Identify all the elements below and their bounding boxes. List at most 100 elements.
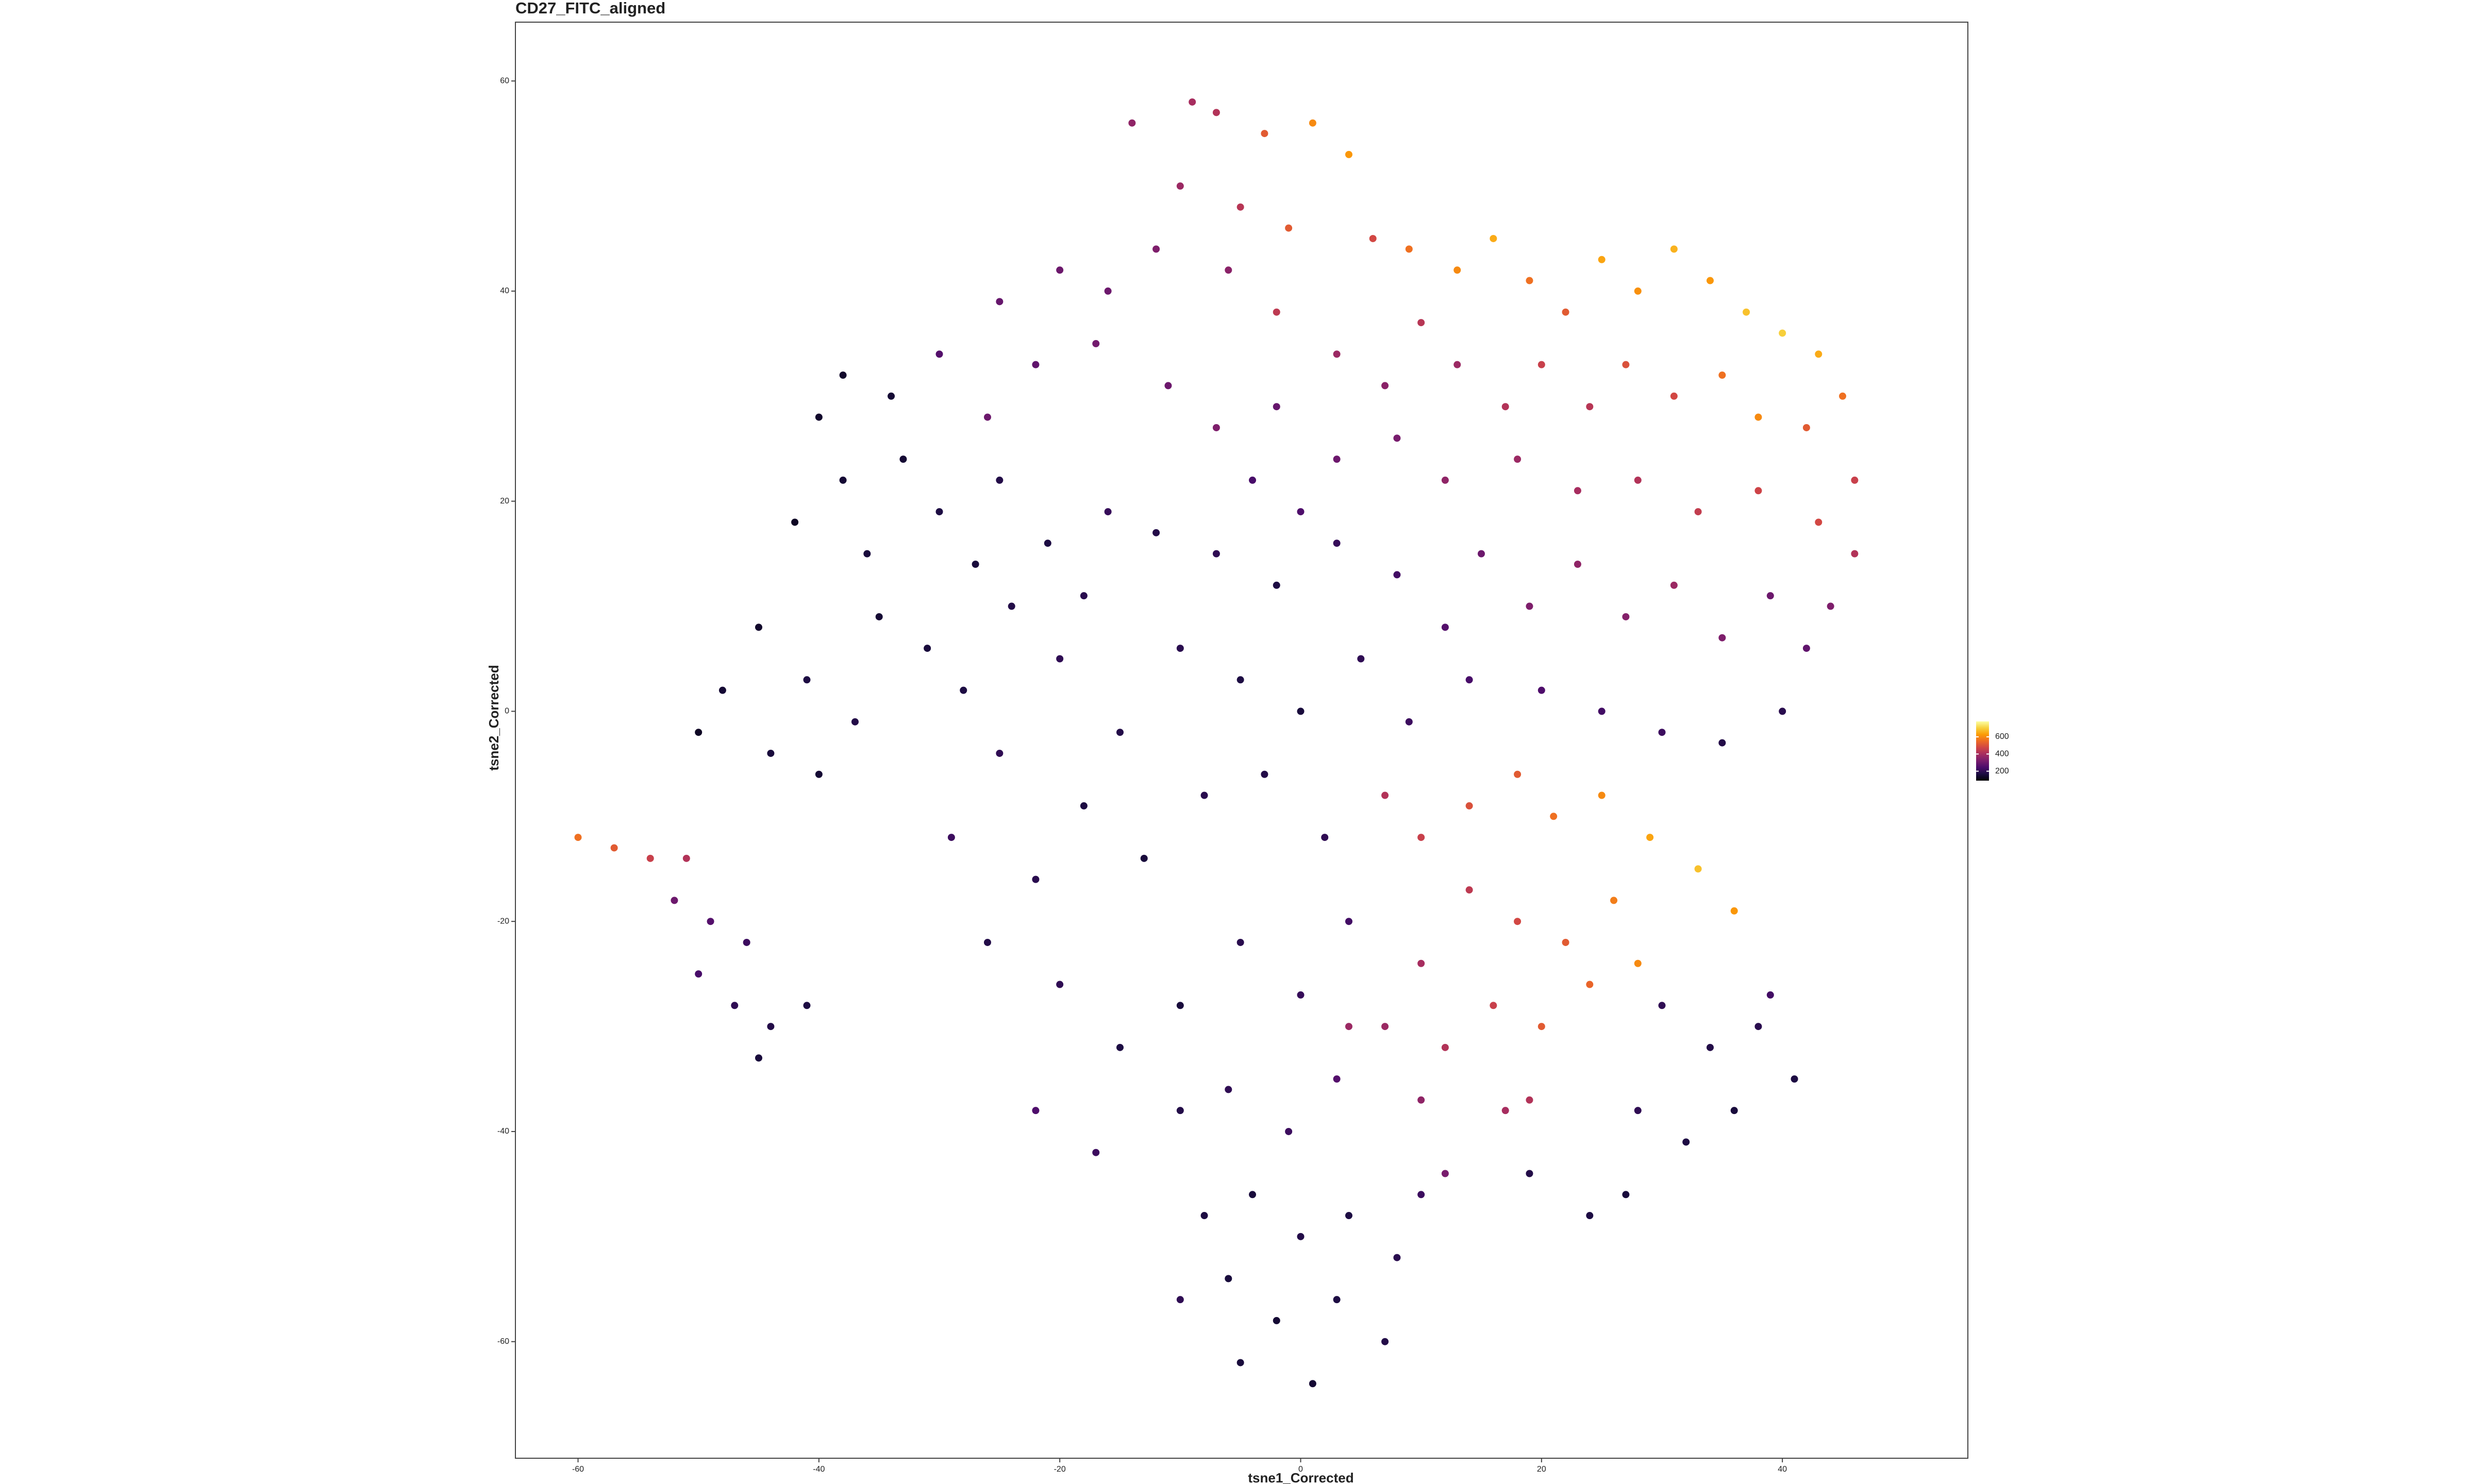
point — [983, 413, 991, 421]
point — [1754, 413, 1762, 421]
point — [1417, 834, 1425, 841]
x-axis-title: tsne1_Corrected — [1248, 1470, 1353, 1484]
point — [1706, 1043, 1714, 1051]
point — [767, 1023, 775, 1031]
point — [1152, 245, 1160, 253]
y-tick-label: -40 — [497, 1127, 509, 1136]
point — [996, 298, 1004, 306]
point — [1694, 865, 1702, 873]
y-tick-label: 0 — [505, 707, 509, 716]
y-tick-label: 60 — [500, 76, 509, 85]
point — [1176, 645, 1184, 652]
x-tick-label: 40 — [1778, 1465, 1787, 1474]
point — [1249, 1191, 1257, 1199]
point — [1453, 361, 1461, 368]
point — [1116, 729, 1124, 736]
point — [1598, 707, 1606, 715]
point — [767, 749, 775, 757]
point — [1333, 456, 1341, 463]
point — [1730, 907, 1738, 915]
point — [1670, 392, 1678, 400]
points — [574, 98, 1859, 1388]
point — [1044, 539, 1051, 547]
point — [1176, 1296, 1184, 1304]
point — [1670, 581, 1678, 589]
point — [1802, 645, 1810, 652]
point — [1586, 403, 1594, 411]
point — [947, 834, 955, 841]
y-tick-label: -60 — [497, 1337, 509, 1346]
point — [1381, 1023, 1389, 1031]
colorbar-tick-label: 400 — [1995, 750, 2009, 758]
point — [1754, 1023, 1762, 1031]
point — [1297, 707, 1305, 715]
point — [1080, 802, 1088, 810]
point — [1261, 130, 1268, 138]
colorbar-tick-label: 600 — [1995, 732, 2009, 741]
point — [1441, 1170, 1449, 1177]
point — [1417, 1191, 1425, 1199]
point — [1622, 361, 1630, 368]
point — [839, 476, 847, 484]
point — [1357, 655, 1365, 663]
point — [1526, 1096, 1533, 1104]
point — [1381, 1338, 1389, 1345]
point — [1236, 938, 1244, 946]
point — [1441, 1043, 1449, 1051]
point — [1176, 1002, 1184, 1009]
point — [1393, 571, 1401, 579]
point — [1815, 350, 1823, 358]
point — [707, 918, 714, 925]
point — [1646, 834, 1654, 841]
point — [1779, 329, 1786, 337]
point — [1333, 1296, 1341, 1304]
point — [1802, 424, 1810, 431]
point — [743, 938, 750, 946]
point — [1225, 1275, 1232, 1283]
point — [1236, 676, 1244, 684]
point — [1140, 854, 1148, 862]
point — [1345, 918, 1352, 925]
point — [1056, 655, 1064, 663]
point — [1490, 1002, 1497, 1009]
point — [972, 561, 979, 568]
point — [1610, 897, 1618, 904]
point — [1598, 791, 1606, 799]
point — [1393, 1254, 1401, 1261]
point — [1309, 119, 1316, 127]
point — [1441, 476, 1449, 484]
point — [1056, 981, 1064, 988]
point — [1743, 308, 1750, 316]
point — [1634, 959, 1642, 967]
point — [755, 1054, 763, 1062]
point — [1381, 382, 1389, 390]
colorbar — [1976, 721, 1989, 781]
point — [1225, 1086, 1232, 1093]
point — [1562, 938, 1569, 946]
point — [839, 372, 847, 379]
plot-panel — [515, 22, 1968, 1459]
point — [1369, 234, 1377, 242]
point — [1212, 550, 1220, 558]
point — [755, 623, 763, 631]
point — [1838, 392, 1846, 400]
point — [1393, 434, 1401, 442]
point — [1273, 1317, 1280, 1324]
point — [996, 476, 1004, 484]
point — [1501, 403, 1509, 411]
point — [1598, 256, 1606, 263]
point — [1104, 287, 1112, 295]
point — [1526, 277, 1533, 284]
point — [574, 834, 582, 841]
point — [1273, 308, 1280, 316]
point — [815, 413, 823, 421]
point — [1152, 529, 1160, 536]
point — [803, 676, 811, 684]
point — [1851, 476, 1859, 484]
point — [1537, 361, 1545, 368]
point — [1189, 98, 1196, 106]
point — [1514, 456, 1522, 463]
point — [1321, 834, 1329, 841]
x-tick-label: -40 — [813, 1465, 825, 1474]
point — [1537, 1023, 1545, 1031]
